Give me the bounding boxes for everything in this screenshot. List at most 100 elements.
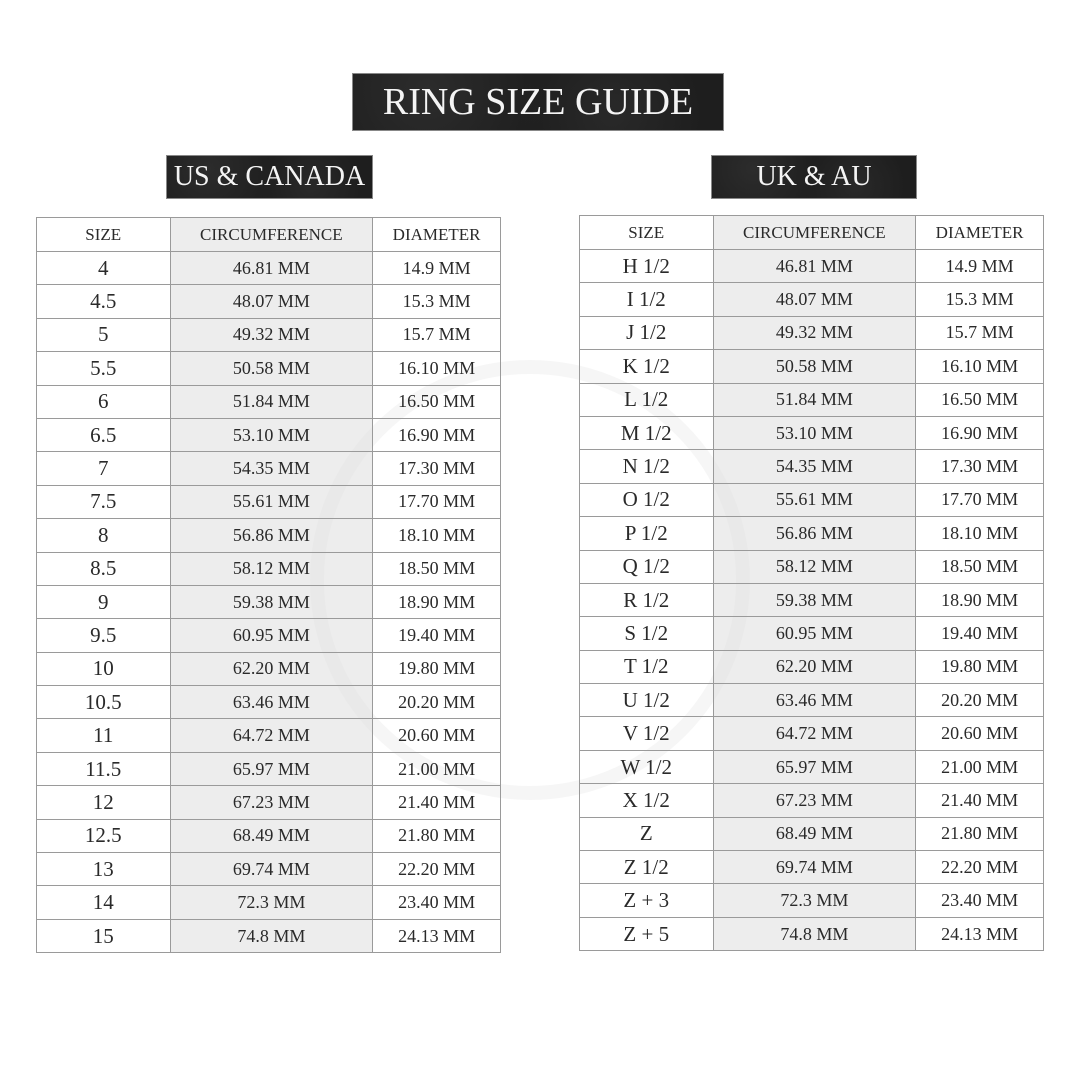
- size-cell: Z + 5: [579, 916, 714, 952]
- diameter-cell: 18.90 MM: [372, 584, 501, 620]
- diameter-cell: 16.10 MM: [915, 349, 1044, 384]
- circumference-cell: 69.74 MM: [169, 852, 374, 887]
- table-row: K 1/2 50.58 MM 16.10 MM: [579, 349, 1044, 384]
- circumference-cell: 60.95 MM: [169, 618, 374, 653]
- table-row: M 1/2 53.10 MM 16.90 MM: [579, 415, 1044, 451]
- circumference-cell: 67.23 MM: [712, 783, 917, 818]
- diameter-cell: 19.80 MM: [372, 651, 501, 687]
- table-row: Q 1/2 58.12 MM 18.50 MM: [579, 549, 1044, 584]
- circumference-cell: 56.86 MM: [712, 516, 917, 551]
- size-cell: W 1/2: [579, 749, 714, 785]
- size-cell: 14: [36, 885, 171, 920]
- size-cell: 7: [36, 451, 171, 486]
- size-cell: M 1/2: [579, 415, 714, 451]
- size-cell: 15: [36, 918, 171, 954]
- table-row: 7.5 55.61 MM 17.70 MM: [36, 484, 501, 520]
- size-cell: S 1/2: [579, 616, 714, 651]
- table-row: S 1/2 60.95 MM 19.40 MM: [579, 616, 1044, 651]
- size-cell: 13: [36, 852, 171, 887]
- table-row: W 1/2 65.97 MM 21.00 MM: [579, 749, 1044, 785]
- size-cell: P 1/2: [579, 516, 714, 551]
- size-cell: 8: [36, 518, 171, 553]
- diameter-cell: 21.40 MM: [372, 785, 501, 820]
- table-row: 5 49.32 MM 15.7 MM: [36, 317, 501, 353]
- size-cell: 7.5: [36, 484, 171, 520]
- table-row: 10.5 63.46 MM 20.20 MM: [36, 685, 501, 720]
- size-cell: 11.5: [36, 751, 171, 787]
- circumference-cell: 63.46 MM: [169, 685, 374, 720]
- table-row: 12.5 68.49 MM 21.80 MM: [36, 818, 501, 854]
- table-row: O 1/2 55.61 MM 17.70 MM: [579, 482, 1044, 518]
- diameter-header: DIAMETER: [372, 217, 501, 252]
- table-row: 4.5 48.07 MM 15.3 MM: [36, 284, 501, 319]
- circumference-cell: 54.35 MM: [712, 449, 917, 484]
- diameter-cell: 20.20 MM: [915, 683, 1044, 718]
- table-row: 10 62.20 MM 19.80 MM: [36, 651, 501, 687]
- diameter-cell: 18.10 MM: [372, 518, 501, 553]
- diameter-cell: 17.70 MM: [372, 484, 501, 520]
- table-row: 6.5 53.10 MM 16.90 MM: [36, 417, 501, 453]
- size-cell: H 1/2: [579, 248, 714, 284]
- circumference-cell: 68.49 MM: [169, 818, 374, 854]
- diameter-cell: 15.3 MM: [915, 282, 1044, 317]
- table-row: U 1/2 63.46 MM 20.20 MM: [579, 683, 1044, 718]
- diameter-cell: 15.3 MM: [372, 284, 501, 319]
- table-row: R 1/2 59.38 MM 18.90 MM: [579, 582, 1044, 618]
- diameter-cell: 16.50 MM: [915, 382, 1044, 417]
- diameter-cell: 21.40 MM: [915, 783, 1044, 818]
- size-cell: X 1/2: [579, 783, 714, 818]
- circumference-cell: 49.32 MM: [169, 317, 374, 353]
- circumference-cell: 65.97 MM: [169, 751, 374, 787]
- circumference-cell: 74.8 MM: [712, 916, 917, 952]
- page-title: RING SIZE GUIDE: [352, 73, 724, 131]
- circumference-cell: 59.38 MM: [712, 582, 917, 618]
- table-row: Z + 5 74.8 MM 24.13 MM: [579, 916, 1044, 952]
- size-cell: 8.5: [36, 551, 171, 586]
- circumference-cell: 53.10 MM: [169, 417, 374, 453]
- size-cell: 6: [36, 384, 171, 419]
- circumference-cell: 62.20 MM: [169, 651, 374, 687]
- circumference-cell: 54.35 MM: [169, 451, 374, 486]
- circumference-cell: 49.32 MM: [712, 315, 917, 351]
- diameter-cell: 21.80 MM: [372, 818, 501, 854]
- size-cell: 5: [36, 317, 171, 353]
- diameter-cell: 16.90 MM: [915, 415, 1044, 451]
- size-cell: 6.5: [36, 417, 171, 453]
- size-cell: 10: [36, 651, 171, 687]
- circumference-cell: 51.84 MM: [712, 382, 917, 417]
- table-row: 9 59.38 MM 18.90 MM: [36, 584, 501, 620]
- size-cell: V 1/2: [579, 716, 714, 751]
- diameter-cell: 21.80 MM: [915, 816, 1044, 852]
- size-cell: Z + 3: [579, 883, 714, 918]
- table-row: Z 68.49 MM 21.80 MM: [579, 816, 1044, 852]
- circumference-cell: 51.84 MM: [169, 384, 374, 419]
- diameter-cell: 21.00 MM: [372, 751, 501, 787]
- circumference-cell: 55.61 MM: [169, 484, 374, 520]
- circumference-cell: 53.10 MM: [712, 415, 917, 451]
- diameter-cell: 15.7 MM: [915, 315, 1044, 351]
- table-row: 8 56.86 MM 18.10 MM: [36, 518, 501, 553]
- circumference-cell: 72.3 MM: [712, 883, 917, 918]
- table-row: L 1/2 51.84 MM 16.50 MM: [579, 382, 1044, 417]
- diameter-cell: 22.20 MM: [372, 852, 501, 887]
- diameter-cell: 23.40 MM: [915, 883, 1044, 918]
- uk-au-heading: UK & AU: [711, 155, 917, 199]
- table-row: 13 69.74 MM 22.20 MM: [36, 852, 501, 887]
- diameter-cell: 24.13 MM: [372, 918, 501, 954]
- size-cell: 4.5: [36, 284, 171, 319]
- table-row: V 1/2 64.72 MM 20.60 MM: [579, 716, 1044, 751]
- table-row: 6 51.84 MM 16.50 MM: [36, 384, 501, 419]
- table-row: J 1/2 49.32 MM 15.7 MM: [579, 315, 1044, 351]
- size-cell: U 1/2: [579, 683, 714, 718]
- diameter-cell: 18.10 MM: [915, 516, 1044, 551]
- circumference-cell: 55.61 MM: [712, 482, 917, 518]
- diameter-cell: 19.40 MM: [372, 618, 501, 653]
- circumference-cell: 64.72 MM: [169, 718, 374, 753]
- circumference-cell: 68.49 MM: [712, 816, 917, 852]
- size-cell: 12.5: [36, 818, 171, 854]
- table-row: Z 1/2 69.74 MM 22.20 MM: [579, 850, 1044, 885]
- size-cell: 10.5: [36, 685, 171, 720]
- circumference-header: CIRCUMFERENCE: [712, 215, 917, 250]
- size-header: SIZE: [36, 217, 171, 252]
- diameter-cell: 20.60 MM: [915, 716, 1044, 751]
